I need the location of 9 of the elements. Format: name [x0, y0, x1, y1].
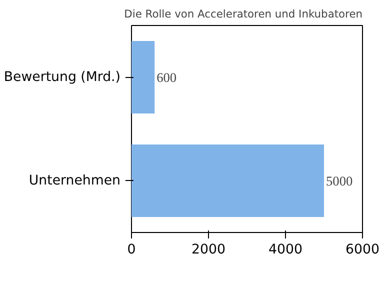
y-tick-label: Unternehmen — [28, 173, 121, 188]
x-tick-label: 4000 — [268, 242, 302, 258]
x-tick-label: 0 — [127, 242, 136, 258]
x-tick-label: 6000 — [346, 242, 380, 258]
chart-title: Die Rolle von Acceleratoren und Inkubatoren — [124, 8, 363, 20]
x-tick-label: 2000 — [192, 242, 226, 258]
data-label: 600 — [156, 70, 177, 85]
data-label: 5000 — [326, 173, 353, 188]
y-tick-label: Bewertung (Mrd.) — [4, 70, 121, 85]
